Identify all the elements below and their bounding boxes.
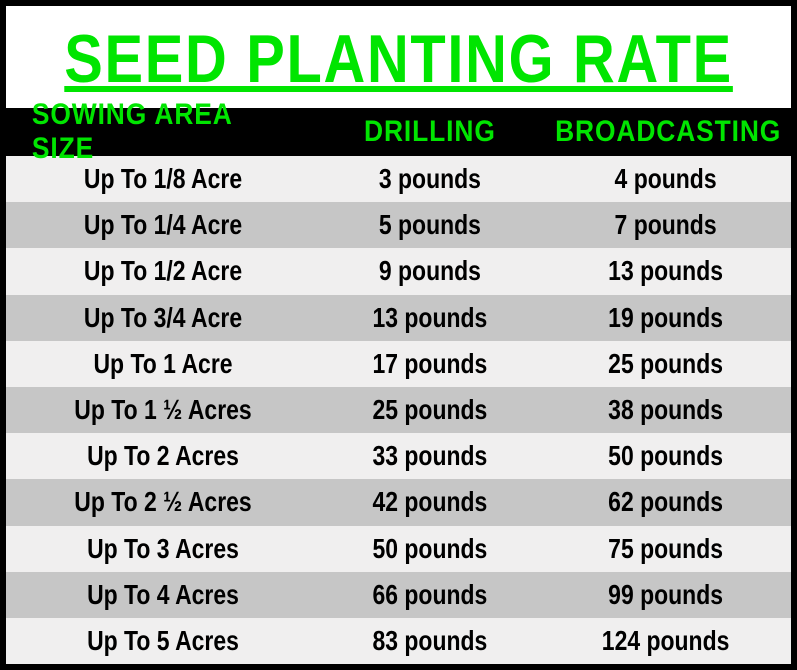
table-row: Up To 5 Acres 83 pounds 124 pounds — [6, 618, 791, 664]
cell-broadcasting: 50 pounds — [562, 440, 768, 472]
cell-broadcasting: 19 pounds — [562, 302, 768, 334]
cell-broadcasting: 25 pounds — [562, 348, 768, 380]
cell-drilling: 13 pounds — [340, 302, 520, 334]
cell-area: Up To 1/2 Acre — [34, 255, 291, 287]
cell-area: Up To 2 Acres — [34, 440, 291, 472]
cell-broadcasting: 13 pounds — [562, 255, 768, 287]
table-row: Up To 1/8 Acre 3 pounds 4 pounds — [6, 156, 791, 202]
cell-drilling: 50 pounds — [340, 533, 520, 565]
table-row: Up To 1 ½ Acres 25 pounds 38 pounds — [6, 387, 791, 433]
cell-area: Up To 2 ½ Acres — [34, 486, 291, 518]
cell-drilling: 33 pounds — [340, 440, 520, 472]
cell-broadcasting: 75 pounds — [562, 533, 768, 565]
table-row: Up To 3/4 Acre 13 pounds 19 pounds — [6, 295, 791, 341]
page-title: SEED PLANTING RATE — [6, 6, 791, 108]
cell-drilling: 17 pounds — [340, 348, 520, 380]
cell-broadcasting: 4 pounds — [562, 163, 768, 195]
table-row: Up To 1/4 Acre 5 pounds 7 pounds — [6, 202, 791, 248]
cell-drilling: 83 pounds — [340, 625, 520, 657]
cell-area: Up To 3 Acres — [34, 533, 291, 565]
cell-area: Up To 1 Acre — [34, 348, 291, 380]
table-row: Up To 3 Acres 50 pounds 75 pounds — [6, 526, 791, 572]
cell-broadcasting: 99 pounds — [562, 579, 768, 611]
cell-area: Up To 1/8 Acre — [34, 163, 291, 195]
column-header-area: SOWING AREA SIZE — [25, 98, 301, 166]
table-row: Up To 2 Acres 33 pounds 50 pounds — [6, 433, 791, 479]
table-container: SEED PLANTING RATE SOWING AREA SIZE DRIL… — [0, 0, 797, 670]
cell-broadcasting: 7 pounds — [562, 209, 768, 241]
cell-area: Up To 5 Acres — [34, 625, 291, 657]
table-row: Up To 2 ½ Acres 42 pounds 62 pounds — [6, 479, 791, 525]
cell-area: Up To 4 Acres — [34, 579, 291, 611]
table-row: Up To 1/2 Acre 9 pounds 13 pounds — [6, 248, 791, 294]
cell-broadcasting: 124 pounds — [562, 625, 768, 657]
cell-drilling: 42 pounds — [340, 486, 520, 518]
cell-broadcasting: 62 pounds — [562, 486, 768, 518]
table-header-row: SOWING AREA SIZE DRILLING BROADCASTING — [6, 108, 791, 156]
column-header-drilling: DRILLING — [333, 115, 526, 149]
cell-drilling: 5 pounds — [340, 209, 520, 241]
cell-drilling: 3 pounds — [340, 163, 520, 195]
cell-drilling: 66 pounds — [340, 579, 520, 611]
cell-area: Up To 1/4 Acre — [34, 209, 291, 241]
cell-broadcasting: 38 pounds — [562, 394, 768, 426]
cell-area: Up To 1 ½ Acres — [34, 394, 291, 426]
table-row: Up To 4 Acres 66 pounds 99 pounds — [6, 572, 791, 618]
cell-drilling: 25 pounds — [340, 394, 520, 426]
table-row: Up To 1 Acre 17 pounds 25 pounds — [6, 341, 791, 387]
column-header-broadcasting: BROADCASTING — [555, 115, 776, 149]
cell-area: Up To 3/4 Acre — [34, 302, 291, 334]
cell-drilling: 9 pounds — [340, 255, 520, 287]
